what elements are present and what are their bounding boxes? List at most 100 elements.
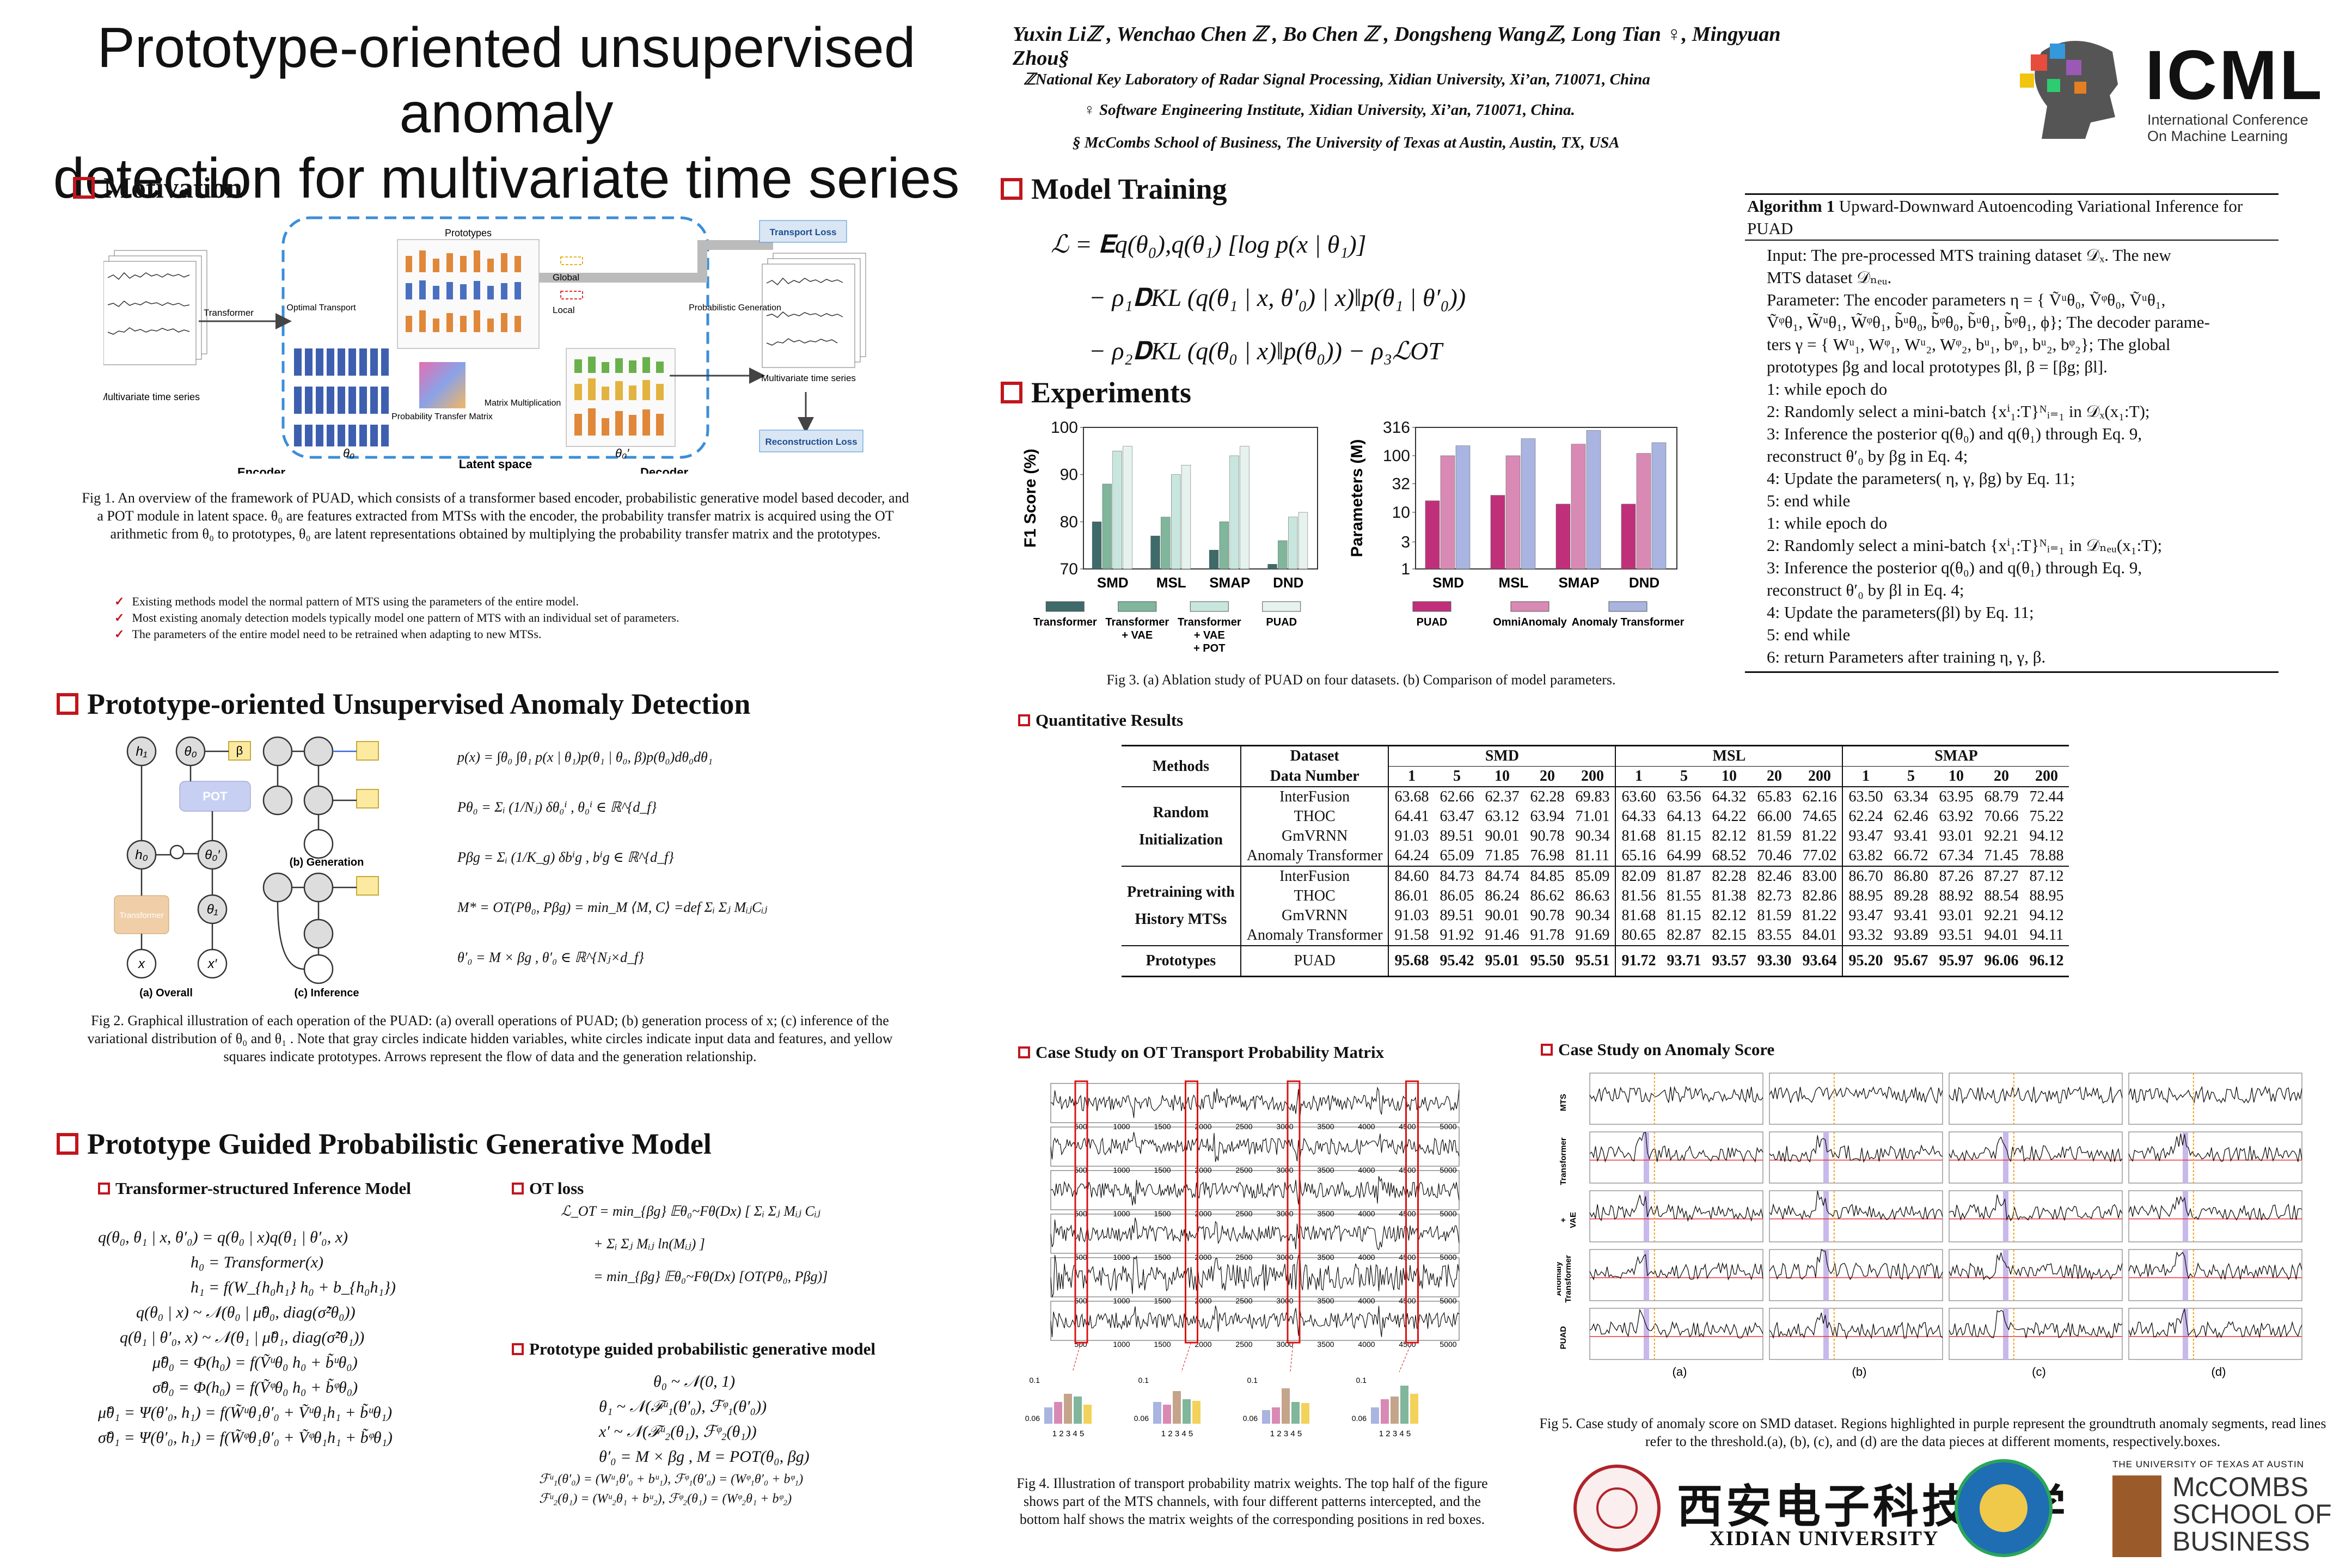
highlight-box	[1074, 1080, 1088, 1344]
x-tick-label: 2000	[1195, 1209, 1211, 1218]
row-label: VAE	[1569, 1212, 1578, 1228]
fig1-caption: Fig 1. An overview of the framework of P…	[82, 490, 909, 542]
table-cell: 82.46	[1757, 868, 1792, 885]
table-cell: 63.95	[1939, 788, 1974, 805]
bar	[1490, 495, 1505, 569]
row-label: PUAD	[1559, 1326, 1568, 1350]
fig2-graphical-model: h₁ θ₀ h₀ θ₀′ θ₁ x x′ β POT Transformer (a) O…	[109, 730, 446, 1002]
x-tick-label: DND	[1629, 574, 1659, 591]
table-cell: 93.71	[1667, 952, 1701, 969]
bar	[1150, 536, 1160, 569]
weight-bar	[1272, 1407, 1280, 1424]
x-tick-label: 5000	[1440, 1209, 1456, 1218]
subsection-quantitative: Quantitative Results	[1018, 710, 1183, 730]
table-cell: 93.89	[1894, 927, 1928, 944]
svg-text:Transformer: Transformer	[204, 308, 254, 318]
fig3a-f1-chart: 100 90 80 70 F1 Score (%) SMD MSL SMAP DND Transf…	[1024, 419, 1318, 654]
training-objective: ℒ = 𝐄q(θ₀),q(θ₁) [log p(x | θ₁)] − ρ₁𝐃KL…	[1051, 230, 1466, 365]
bar	[1455, 445, 1471, 569]
table-cell: 81.11	[1570, 846, 1616, 866]
icml-wordmark: ICML	[2145, 36, 2324, 114]
bar	[1229, 455, 1239, 569]
xidian-name-en: XIDIAN UNIVERSITY	[1710, 1527, 1939, 1550]
svg-text:θ₀′: θ₀′	[615, 446, 629, 460]
table-cell: 82.12	[1712, 907, 1747, 924]
svg-text:Prototypes: Prototypes	[445, 228, 492, 238]
row-label: Transformer	[1564, 1255, 1573, 1303]
table-cell: 64.22	[1712, 808, 1747, 825]
x-tick-label: 2000	[1195, 1166, 1211, 1174]
x-tick-label: 3500	[1317, 1340, 1334, 1349]
table-cell: 63.12	[1485, 808, 1520, 825]
anomaly-segment	[2003, 1191, 2008, 1242]
anomaly-segment	[1823, 1308, 1829, 1359]
table-cell: 93.01	[1939, 828, 1974, 844]
table-cell: 68.79	[1984, 788, 2019, 805]
table-cell: 71.85	[1485, 847, 1520, 864]
table-cell: 86.05	[1440, 887, 1474, 904]
table-cell: 91.03	[1394, 907, 1429, 924]
legend-swatch	[1045, 601, 1085, 612]
legend-swatch	[1190, 601, 1229, 612]
legend-label: PUAD	[1266, 616, 1297, 628]
table-cell: 69.83	[1570, 787, 1616, 807]
subsection-case-ot: Case Study on OT Transport Probability M…	[1018, 1043, 1384, 1062]
x-tick-label: 5000	[1440, 1340, 1456, 1349]
ut-austin: THE UNIVERSITY OF TEXAS AT AUSTIN	[2112, 1459, 2304, 1469]
legend-label: + VAE	[1194, 629, 1225, 641]
x-tick-label: DND	[1273, 574, 1303, 591]
chart-frame	[1083, 427, 1318, 569]
x-tick-label: 1500	[1154, 1122, 1171, 1131]
table-cell: 63.50	[1848, 788, 1883, 805]
channel-frame	[1050, 1214, 1460, 1254]
svg-text:(c) Inference: (c) Inference	[295, 987, 359, 999]
table-cell: 91.72	[1621, 952, 1656, 969]
x-tick-label: 1000	[1113, 1253, 1130, 1261]
table-cell: 96.06	[1984, 952, 2019, 969]
anomaly-segment	[1823, 1191, 1829, 1242]
x-tick-label: 3500	[1317, 1253, 1334, 1261]
table-cell: 90.01	[1485, 828, 1520, 844]
table-cell: 77.02	[1797, 846, 1843, 866]
table-cell: 92.21	[1984, 907, 2019, 924]
x-tick-label: 3500	[1317, 1122, 1334, 1131]
subsection-inference: Transformer-structured Inference Model	[98, 1179, 411, 1198]
table-cell: 81.22	[1797, 906, 1843, 926]
table-row: Pretraining with History MTSs InterFusion 8…	[1122, 866, 2069, 946]
legend-swatch	[1118, 601, 1157, 612]
table-row: THOC 86.01 86.05 86.24 86.62 86.63 81.56 81.55 8…	[1122, 886, 2069, 906]
table-row: THOC 64.41 63.47 63.12 63.94 71.01 64.33 64.13 6…	[1122, 807, 2069, 826]
table-cell: 85.09	[1570, 866, 1616, 886]
x-tick-label: 5000	[1440, 1253, 1456, 1261]
bar	[1102, 483, 1112, 569]
x-tick-label: 1 2 3 4 5	[1052, 1429, 1084, 1438]
y-tick-label: 0.06	[1134, 1414, 1149, 1423]
table-cell: 81.59	[1757, 828, 1792, 844]
svg-text:Global: Global	[553, 272, 579, 283]
legend-label: Transformer	[1033, 616, 1097, 628]
table-cell: 81.56	[1621, 887, 1656, 904]
x-tick-label: 4500	[1399, 1122, 1416, 1131]
anomaly-segment	[2003, 1132, 2008, 1183]
table-cell: 81.59	[1757, 907, 1792, 924]
x-tick-label: 2500	[1235, 1209, 1252, 1218]
x-tick-label: 4500	[1399, 1253, 1416, 1261]
svg-text:(b) Generation: (b) Generation	[290, 856, 364, 868]
weight-bar	[1391, 1396, 1399, 1424]
table-cell: 75.22	[2029, 808, 2064, 825]
y-tick-label: 0.06	[1243, 1414, 1258, 1423]
table-cell: 67.34	[1939, 847, 1974, 864]
channel-series	[1050, 1306, 1460, 1337]
table-cell: 64.41	[1394, 808, 1429, 825]
x-tick-label: 4000	[1358, 1340, 1375, 1349]
anomaly-segment	[1644, 1250, 1649, 1301]
y-axis-label: F1 Score (%)	[1024, 449, 1039, 548]
table-cell: 86.80	[1894, 868, 1928, 885]
svg-text:Local: Local	[553, 305, 575, 315]
anomaly-segment	[1644, 1308, 1649, 1359]
table-cell: 71.01	[1570, 807, 1616, 826]
score-series	[1769, 1086, 1943, 1104]
score-series	[1769, 1312, 1943, 1340]
x-tick-label: 4000	[1358, 1209, 1375, 1218]
svg-text:Matrix Multiplication: Matrix Multiplication	[485, 399, 561, 408]
